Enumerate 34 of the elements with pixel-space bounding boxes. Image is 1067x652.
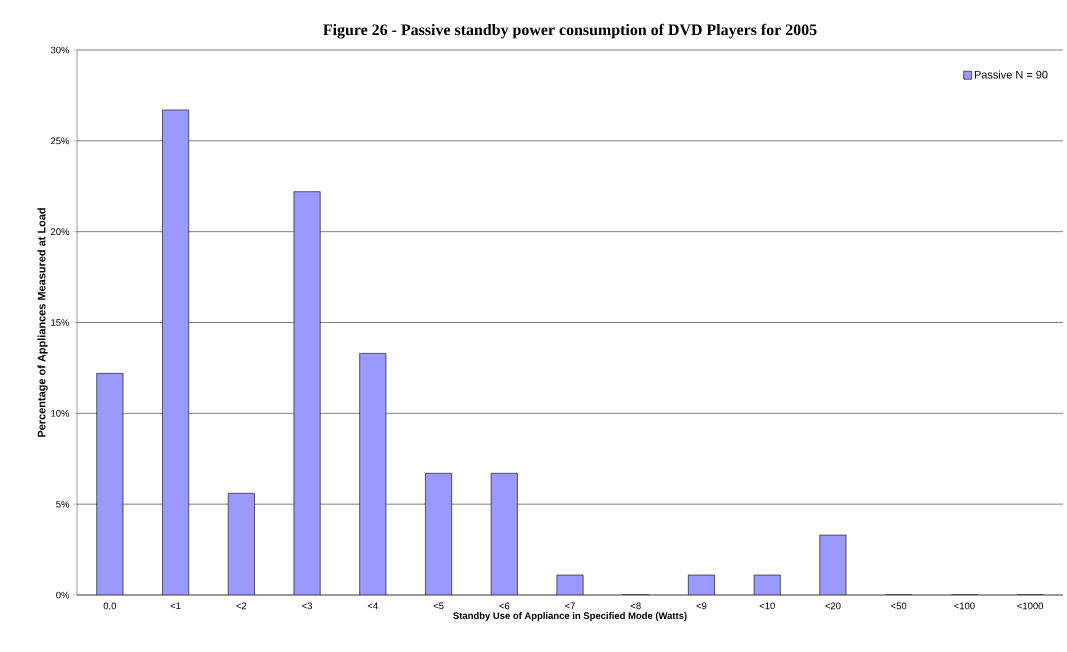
y-tick-label: 0%: [56, 591, 70, 599]
x-tick-label: 0.0: [103, 602, 117, 610]
x-tick-label: <1: [170, 602, 181, 610]
y-axis-title: Percentage of Appliances Measured at Load: [37, 208, 48, 437]
x-tick-label: <50: [891, 602, 907, 610]
x-axis-title: Standby Use of Appliance in Specified Mode (Watts): [453, 612, 687, 621]
bar: [227, 492, 255, 595]
x-tick-label: <4: [367, 602, 378, 610]
bar: [96, 373, 124, 595]
x-tick-label: <5: [433, 602, 444, 610]
x-tick-label: <7: [565, 602, 575, 610]
bar: [293, 191, 321, 595]
bar: [359, 353, 387, 595]
x-tick-label: <100: [954, 602, 975, 610]
y-tick-label: 15%: [51, 319, 70, 326]
x-tick-label: <10: [759, 602, 775, 610]
legend-label: Passive N = 90: [974, 70, 1048, 79]
x-tick-label: <1000: [1017, 602, 1044, 610]
y-tick-label: 30%: [50, 46, 70, 54]
y-tick-label: 10%: [51, 409, 70, 417]
bar: [490, 472, 518, 595]
x-tick-label: <3: [302, 602, 313, 610]
bar: [162, 109, 190, 595]
x-tick-label: <6: [499, 602, 510, 610]
x-tick-label: <20: [825, 602, 841, 610]
y-tick-label: 25%: [51, 137, 70, 145]
chart-title: Figure 26 - Passive standby power consumption of DVD Players for 2005: [323, 23, 817, 39]
y-tick-label: 20%: [51, 228, 70, 236]
bar: [819, 534, 847, 595]
x-tick-label: <8: [630, 602, 641, 610]
bar: [425, 472, 452, 595]
x-tick-label: <2: [236, 602, 247, 610]
x-tick-label: <9: [696, 602, 707, 610]
y-tick-label: 5%: [56, 500, 70, 508]
